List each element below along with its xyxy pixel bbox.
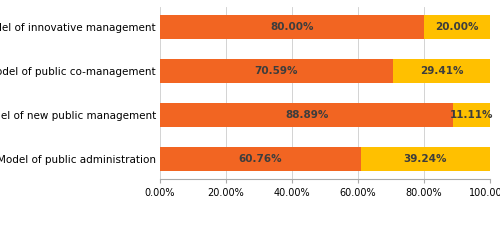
Text: 70.59%: 70.59% [254,66,298,76]
Bar [160,15,424,39]
Bar [393,59,490,83]
Text: 88.89%: 88.89% [285,110,329,120]
Bar [160,59,393,83]
Bar [424,15,490,39]
Bar [454,103,490,127]
Text: 60.76%: 60.76% [238,154,282,164]
Text: 29.41%: 29.41% [420,66,463,76]
Text: 39.24%: 39.24% [404,154,447,164]
Text: 20.00%: 20.00% [435,22,479,32]
Bar [360,147,490,171]
Text: 80.00%: 80.00% [270,22,314,32]
Bar [160,103,454,127]
Bar [160,147,360,171]
Text: 11.11%: 11.11% [450,110,494,120]
